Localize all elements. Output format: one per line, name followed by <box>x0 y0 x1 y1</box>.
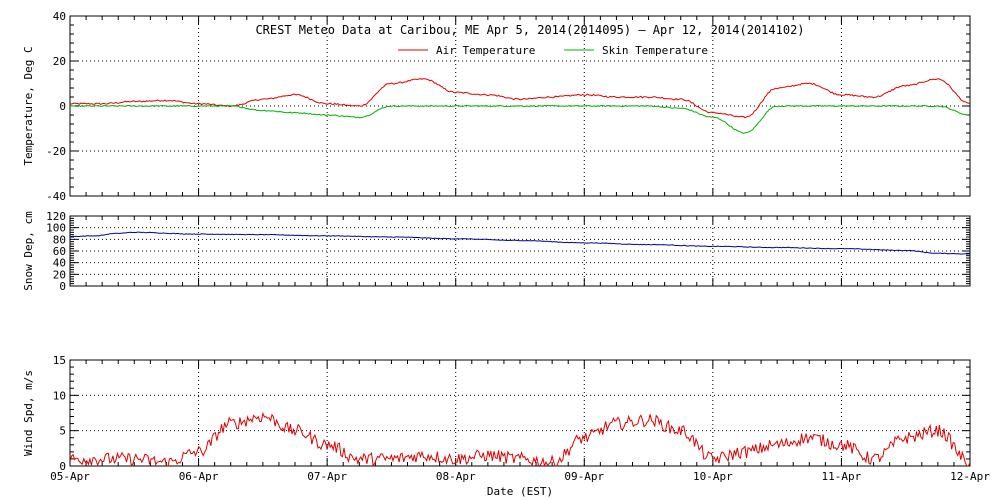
y-axis-label: Temperature, Deg C <box>22 46 35 165</box>
plot-frame <box>69 359 971 467</box>
y-tick-label: 20 <box>53 268 66 281</box>
y-tick-label: 60 <box>53 245 66 258</box>
y-tick-label: 120 <box>46 210 66 223</box>
y-tick-label: 20 <box>53 55 66 68</box>
series-line-panel2 <box>70 231 970 255</box>
y-tick-label: 40 <box>53 257 66 270</box>
x-tick-label: 12-Apr <box>950 470 990 483</box>
y-tick-label: 0 <box>59 280 66 293</box>
y-tick-label: 40 <box>53 10 66 23</box>
x-tick-label: 06-Apr <box>179 470 219 483</box>
series-line-skin-temperature <box>70 104 970 134</box>
y-tick-label: 5 <box>59 425 66 438</box>
y-tick-label: 15 <box>53 354 66 367</box>
panel-3: 0 5 10 15 Wind Spd, m/s 05-Apr 06-Apr 07-Apr 08-… <box>22 354 990 498</box>
y-tick-label: 80 <box>53 233 66 246</box>
x-tick-label: 10-Apr <box>693 470 733 483</box>
y-tick-label: 0 <box>59 460 66 473</box>
y-tick-label: 10 <box>53 389 66 402</box>
x-tick-label: 08-Apr <box>436 470 476 483</box>
x-tick-label: 09-Apr <box>564 470 604 483</box>
series-line-panel3 <box>70 411 970 466</box>
legend-label: Air Temperature <box>436 44 535 57</box>
y-tick-label: 100 <box>46 222 66 235</box>
panel-1: -40 -20 0 20 40 Temperature, Deg C CREST Meteo… <box>22 10 971 203</box>
x-axis-label: Date (EST) <box>487 485 553 498</box>
legend-label: Skin Temperature <box>602 44 708 57</box>
y-tick-label: -40 <box>46 190 66 203</box>
x-tick-label: 07-Apr <box>307 470 347 483</box>
y-axis-label: Wind Spd, m/s <box>22 370 35 456</box>
x-tick-label: 11-Apr <box>822 470 862 483</box>
y-tick-label: 0 <box>59 100 66 113</box>
x-tick-label: 05-Apr <box>50 470 90 483</box>
series-line-air-temperature <box>70 77 970 119</box>
y-tick-label: -20 <box>46 145 66 158</box>
y-axis-label: Snow Dep, cm <box>22 211 35 291</box>
chart-title: CREST Meteo Data at Caribou, ME Apr 5, 2… <box>255 23 804 37</box>
